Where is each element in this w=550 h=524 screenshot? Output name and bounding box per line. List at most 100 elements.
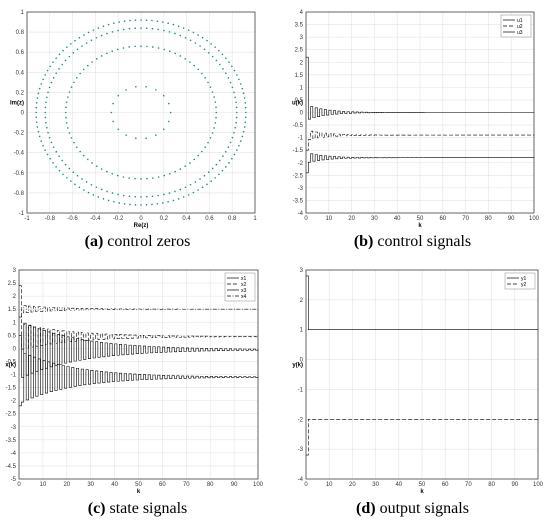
a-zero-point-r1-69 <box>90 183 93 186</box>
caption-b-text: control signals <box>373 233 472 250</box>
a-zero-point-r1-48 <box>47 91 49 94</box>
a-zero-point-r2-43 <box>67 127 69 129</box>
c-x-tick-label-3: 30 <box>87 482 94 488</box>
c-x-tick-label-4: 40 <box>111 482 118 488</box>
a-zero-point-r1-85 <box>179 188 182 191</box>
a-y-tick-label-7: 0.4 <box>16 70 25 76</box>
a-zero-point-r1-40 <box>68 55 71 58</box>
c-legend-label-x1: x1 <box>241 276 247 282</box>
a-zero-point-r2-16 <box>163 48 166 51</box>
a-zero-point-r1-45 <box>52 77 55 79</box>
a-zero-point-r1-67 <box>81 178 83 180</box>
c-series-x3 <box>19 322 259 378</box>
a-zero-point-r0-84 <box>107 199 110 202</box>
a-zero-point-r0-39 <box>92 29 95 31</box>
a-zero-point-r0-28 <box>151 19 153 22</box>
a-zero-point-r1-2 <box>235 101 237 104</box>
a-zero-point-r2-9 <box>197 68 200 71</box>
c-y-tick-label-5: -2.5 <box>6 412 17 418</box>
a-zero-point-r1-97 <box>227 146 230 148</box>
d-x-tick-label-10: 100 <box>533 482 544 488</box>
a-zero-point-r0-110 <box>231 157 233 160</box>
a-y-tick-label-3: -0.4 <box>14 151 25 157</box>
c-legend-box <box>224 272 256 302</box>
b-x-tick-label-5: 50 <box>417 216 424 222</box>
a-zero-point-r0-16 <box>210 42 212 45</box>
a-zero-point-r1-31 <box>111 31 114 33</box>
a-y-tick-label-4: -0.2 <box>14 131 25 137</box>
a-zero-point-r0-90 <box>140 204 142 206</box>
a-zero-point-r1-92 <box>211 167 214 170</box>
a-zero-point-r1-6 <box>229 81 232 84</box>
a-zero-point-r0-7 <box>238 78 240 81</box>
b-series-u3 <box>306 153 535 174</box>
a-zero-point-r1-53 <box>44 116 47 119</box>
a-zero-point-r0-11 <box>228 61 230 63</box>
a-zero-point-r0-118 <box>244 121 247 123</box>
a-zero-point-r1-30 <box>117 29 119 32</box>
a-zero-point-r1-8 <box>224 72 227 75</box>
c-x-tick-label-9: 90 <box>231 482 238 488</box>
c-y-tick-label-14: 2 <box>13 294 17 300</box>
a-zero-point-r0-79 <box>83 189 85 191</box>
b-x-tick-label-4: 40 <box>394 216 401 222</box>
a-zero-point-r1-27 <box>134 27 137 30</box>
a-zero-point-r0-72 <box>55 166 57 168</box>
a-zero-point-r0-86 <box>118 202 120 204</box>
a-zero-point-r2-41 <box>65 116 67 119</box>
a-zero-point-r0-5 <box>241 87 244 90</box>
a-zero-point-r0-40 <box>87 31 90 34</box>
a-zero-point-r2-12 <box>184 58 187 60</box>
chart-control-zeros: -1 -0.8 -0.6 -0.4 -0.2 0 0.2 0.4 0.6 0.8 1 -1 -0.8 -0… <box>0 0 275 232</box>
a-zero-point-r1-91 <box>207 171 210 173</box>
b-y-tick-label-11: 1.5 <box>295 73 304 79</box>
a-zero-point-r1-1 <box>235 106 238 109</box>
a-zero-point-r0-76 <box>70 180 72 183</box>
a-zero-point-r1-47 <box>48 86 51 89</box>
a-zero-point-r0-20 <box>192 31 195 34</box>
d-axes-box <box>305 269 539 480</box>
a-zero-point-r0-67 <box>42 144 44 147</box>
a-zero-point-r0-102 <box>201 186 204 189</box>
a-zero-point-r2-21 <box>134 45 136 48</box>
a-zero-point-r0-12 <box>225 57 227 59</box>
a-zero-point-r1-4 <box>233 91 235 94</box>
d-y-axis-label: y(k) <box>292 363 303 369</box>
chart-c-canvas: 0 10 20 30 40 50 60 70 80 90 100-5-4.5-4-3.5-3-2.5… <box>5 268 263 495</box>
a-zero-point-r0-50 <box>49 65 51 68</box>
a-zero-point-r3-6 <box>125 89 127 91</box>
caption-b-letter: (b) <box>353 233 374 250</box>
a-zero-point-r1-46 <box>50 81 53 84</box>
a-zero-point-r2-30 <box>86 64 89 67</box>
chart-control-signals: 0 10 20 30 40 50 60 70 80 90 100 -4 -3.5 -3 -2.5 -2 -1.5… <box>275 0 550 232</box>
a-zero-point-r0-68 <box>44 149 46 151</box>
a-zero-point-r0-60 <box>35 111 37 114</box>
a-zero-point-r2-61 <box>146 177 148 180</box>
a-zero-point-r1-56 <box>47 131 49 134</box>
a-zero-point-r0-98 <box>182 196 185 198</box>
a-zero-point-r2-22 <box>128 46 131 48</box>
a-zero-point-r0-106 <box>218 173 220 176</box>
a-zero-point-r1-0 <box>235 111 238 114</box>
a-y-tick-label-2: -0.6 <box>14 171 25 177</box>
a-zero-point-r0-58 <box>35 102 38 104</box>
a-zero-point-r2-58 <box>128 177 131 179</box>
a-zero-point-r0-82 <box>97 196 100 198</box>
a-x-tick-label-9: 0.8 <box>228 216 237 222</box>
a-zero-point-r1-16 <box>194 42 197 44</box>
c-series-x1 <box>19 352 259 407</box>
a-zero-point-r2-56 <box>116 174 119 177</box>
a-zero-point-r0-93 <box>156 203 159 205</box>
c-y-tick-label-1: -4.5 <box>6 464 17 470</box>
a-zero-point-r1-22 <box>163 29 165 32</box>
a-zero-point-r0-23 <box>177 25 180 27</box>
a-zero-point-r0-66 <box>40 140 43 142</box>
a-zero-point-r0-48 <box>55 57 57 59</box>
a-zero-point-r2-10 <box>193 64 196 67</box>
a-zero-point-r2-66 <box>174 170 176 173</box>
a-zero-point-r0-101 <box>197 189 199 191</box>
a-zero-point-r3-9 <box>110 111 113 114</box>
b-legend-label-u2: u2 <box>517 24 523 30</box>
a-zero-point-r0-100 <box>192 191 195 194</box>
a-zero-point-r1-49 <box>46 96 48 99</box>
